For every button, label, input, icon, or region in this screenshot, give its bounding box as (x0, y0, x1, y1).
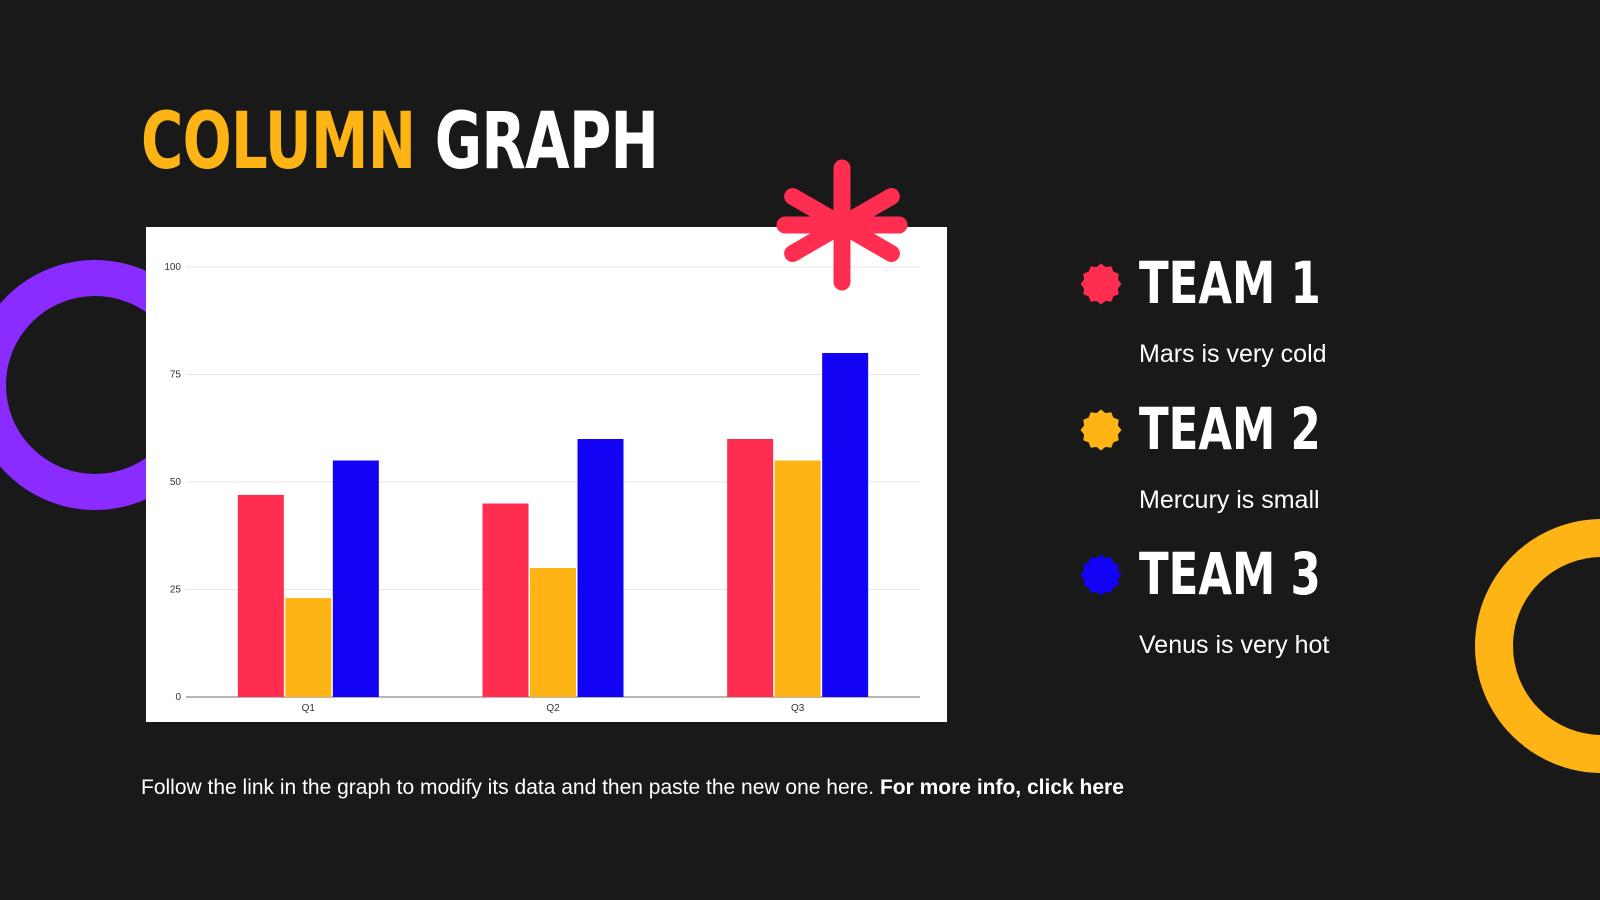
y-tick-label: 0 (175, 692, 181, 703)
legend-name: TEAM 1 (1139, 249, 1321, 317)
title-rest: GRAPH (434, 97, 659, 187)
footer-text: Follow the link in the graph to modify i… (141, 776, 875, 799)
bar (577, 439, 624, 697)
bar (332, 460, 379, 697)
bar (727, 439, 774, 697)
bar (530, 568, 576, 697)
y-tick-label: 100 (164, 262, 181, 273)
team-1-badge-icon (1080, 263, 1122, 305)
bar (774, 460, 821, 697)
asterisk-icon (776, 159, 908, 291)
y-tick-label: 25 (170, 585, 182, 596)
legend-description: Mars is very cold (1139, 340, 1327, 368)
x-tick-label: Q2 (546, 703, 560, 714)
legend-name: TEAM 2 (1139, 395, 1321, 463)
yellow-ring-decoration (1475, 519, 1600, 773)
legend-description: Venus is very hot (1139, 631, 1330, 659)
more-info-link[interactable]: For more info, click here (879, 776, 1124, 799)
bar (237, 494, 284, 697)
bar (482, 503, 529, 697)
column-chart: 0 25 50 75 100 Q1 Q2 Q3 (164, 262, 920, 714)
bar (822, 353, 869, 697)
y-tick-label: 75 (170, 370, 182, 381)
team-3-badge-icon (1080, 554, 1122, 596)
y-tick-label: 50 (170, 477, 182, 488)
chart-card[interactable]: 0 25 50 75 100 Q1 Q2 Q3 (146, 227, 947, 722)
x-tick-label: Q3 (791, 703, 805, 714)
team-2-badge-icon (1080, 409, 1122, 451)
legend-description: Mercury is small (1139, 486, 1320, 514)
x-tick-label: Q1 (302, 703, 316, 714)
footer-note: Follow the link in the graph to modify i… (141, 776, 1124, 800)
page-title: COLUMN GRAPH (141, 97, 659, 187)
bar (285, 598, 332, 697)
title-accent: COLUMN (141, 97, 416, 187)
legend-name: TEAM 3 (1139, 540, 1321, 608)
